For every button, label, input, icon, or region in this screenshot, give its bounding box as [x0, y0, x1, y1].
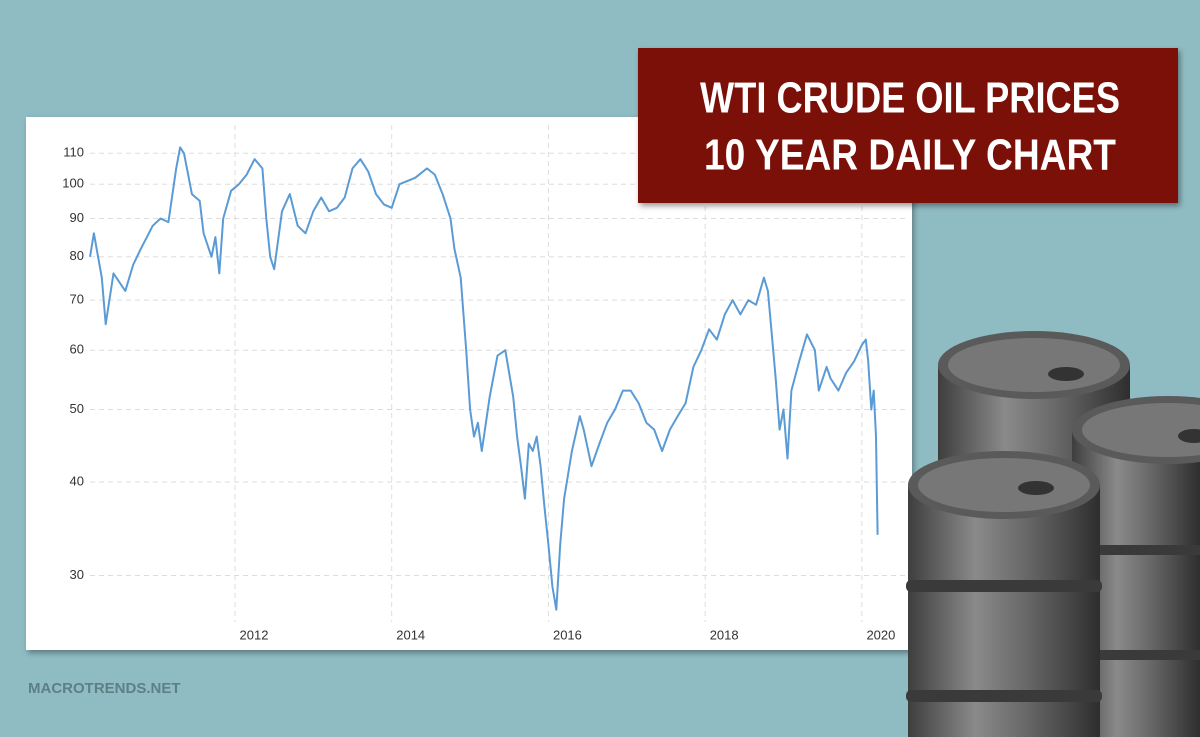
title-box — [638, 48, 1178, 203]
plot-area: 30 40 50 60 70 80 90 100 110 2012 2014 2016 2018 2020 — [62, 125, 905, 642]
y-tick-label: 40 — [70, 473, 84, 488]
barrels — [906, 331, 1200, 737]
y-tick-label: 30 — [70, 567, 84, 582]
x-tick-label: 2020 — [866, 627, 895, 642]
source: MACROTRENDS.NET — [28, 680, 181, 697]
x-tick-label: 2014 — [396, 627, 425, 642]
y-tick-label: 90 — [70, 210, 84, 225]
chart-title: WTI CRUDE OIL PRICES — [700, 74, 1120, 123]
y-tick-label: 110 — [63, 145, 84, 160]
x-tick-label: 2018 — [710, 627, 739, 642]
y-tick-label: 70 — [70, 292, 84, 307]
y-tick-label: 80 — [70, 248, 84, 263]
x-tick-label: 2012 — [240, 627, 269, 642]
barrel — [906, 451, 1102, 737]
x-tick-label: 2016 — [553, 627, 582, 642]
chart-subtitle: 10 YEAR DAILY CHART — [704, 131, 1116, 180]
price-line — [89, 146, 879, 611]
y-tick-label: 100 — [62, 176, 84, 191]
y-tick-label: 60 — [70, 342, 84, 357]
y-tick-label: 50 — [70, 401, 84, 416]
